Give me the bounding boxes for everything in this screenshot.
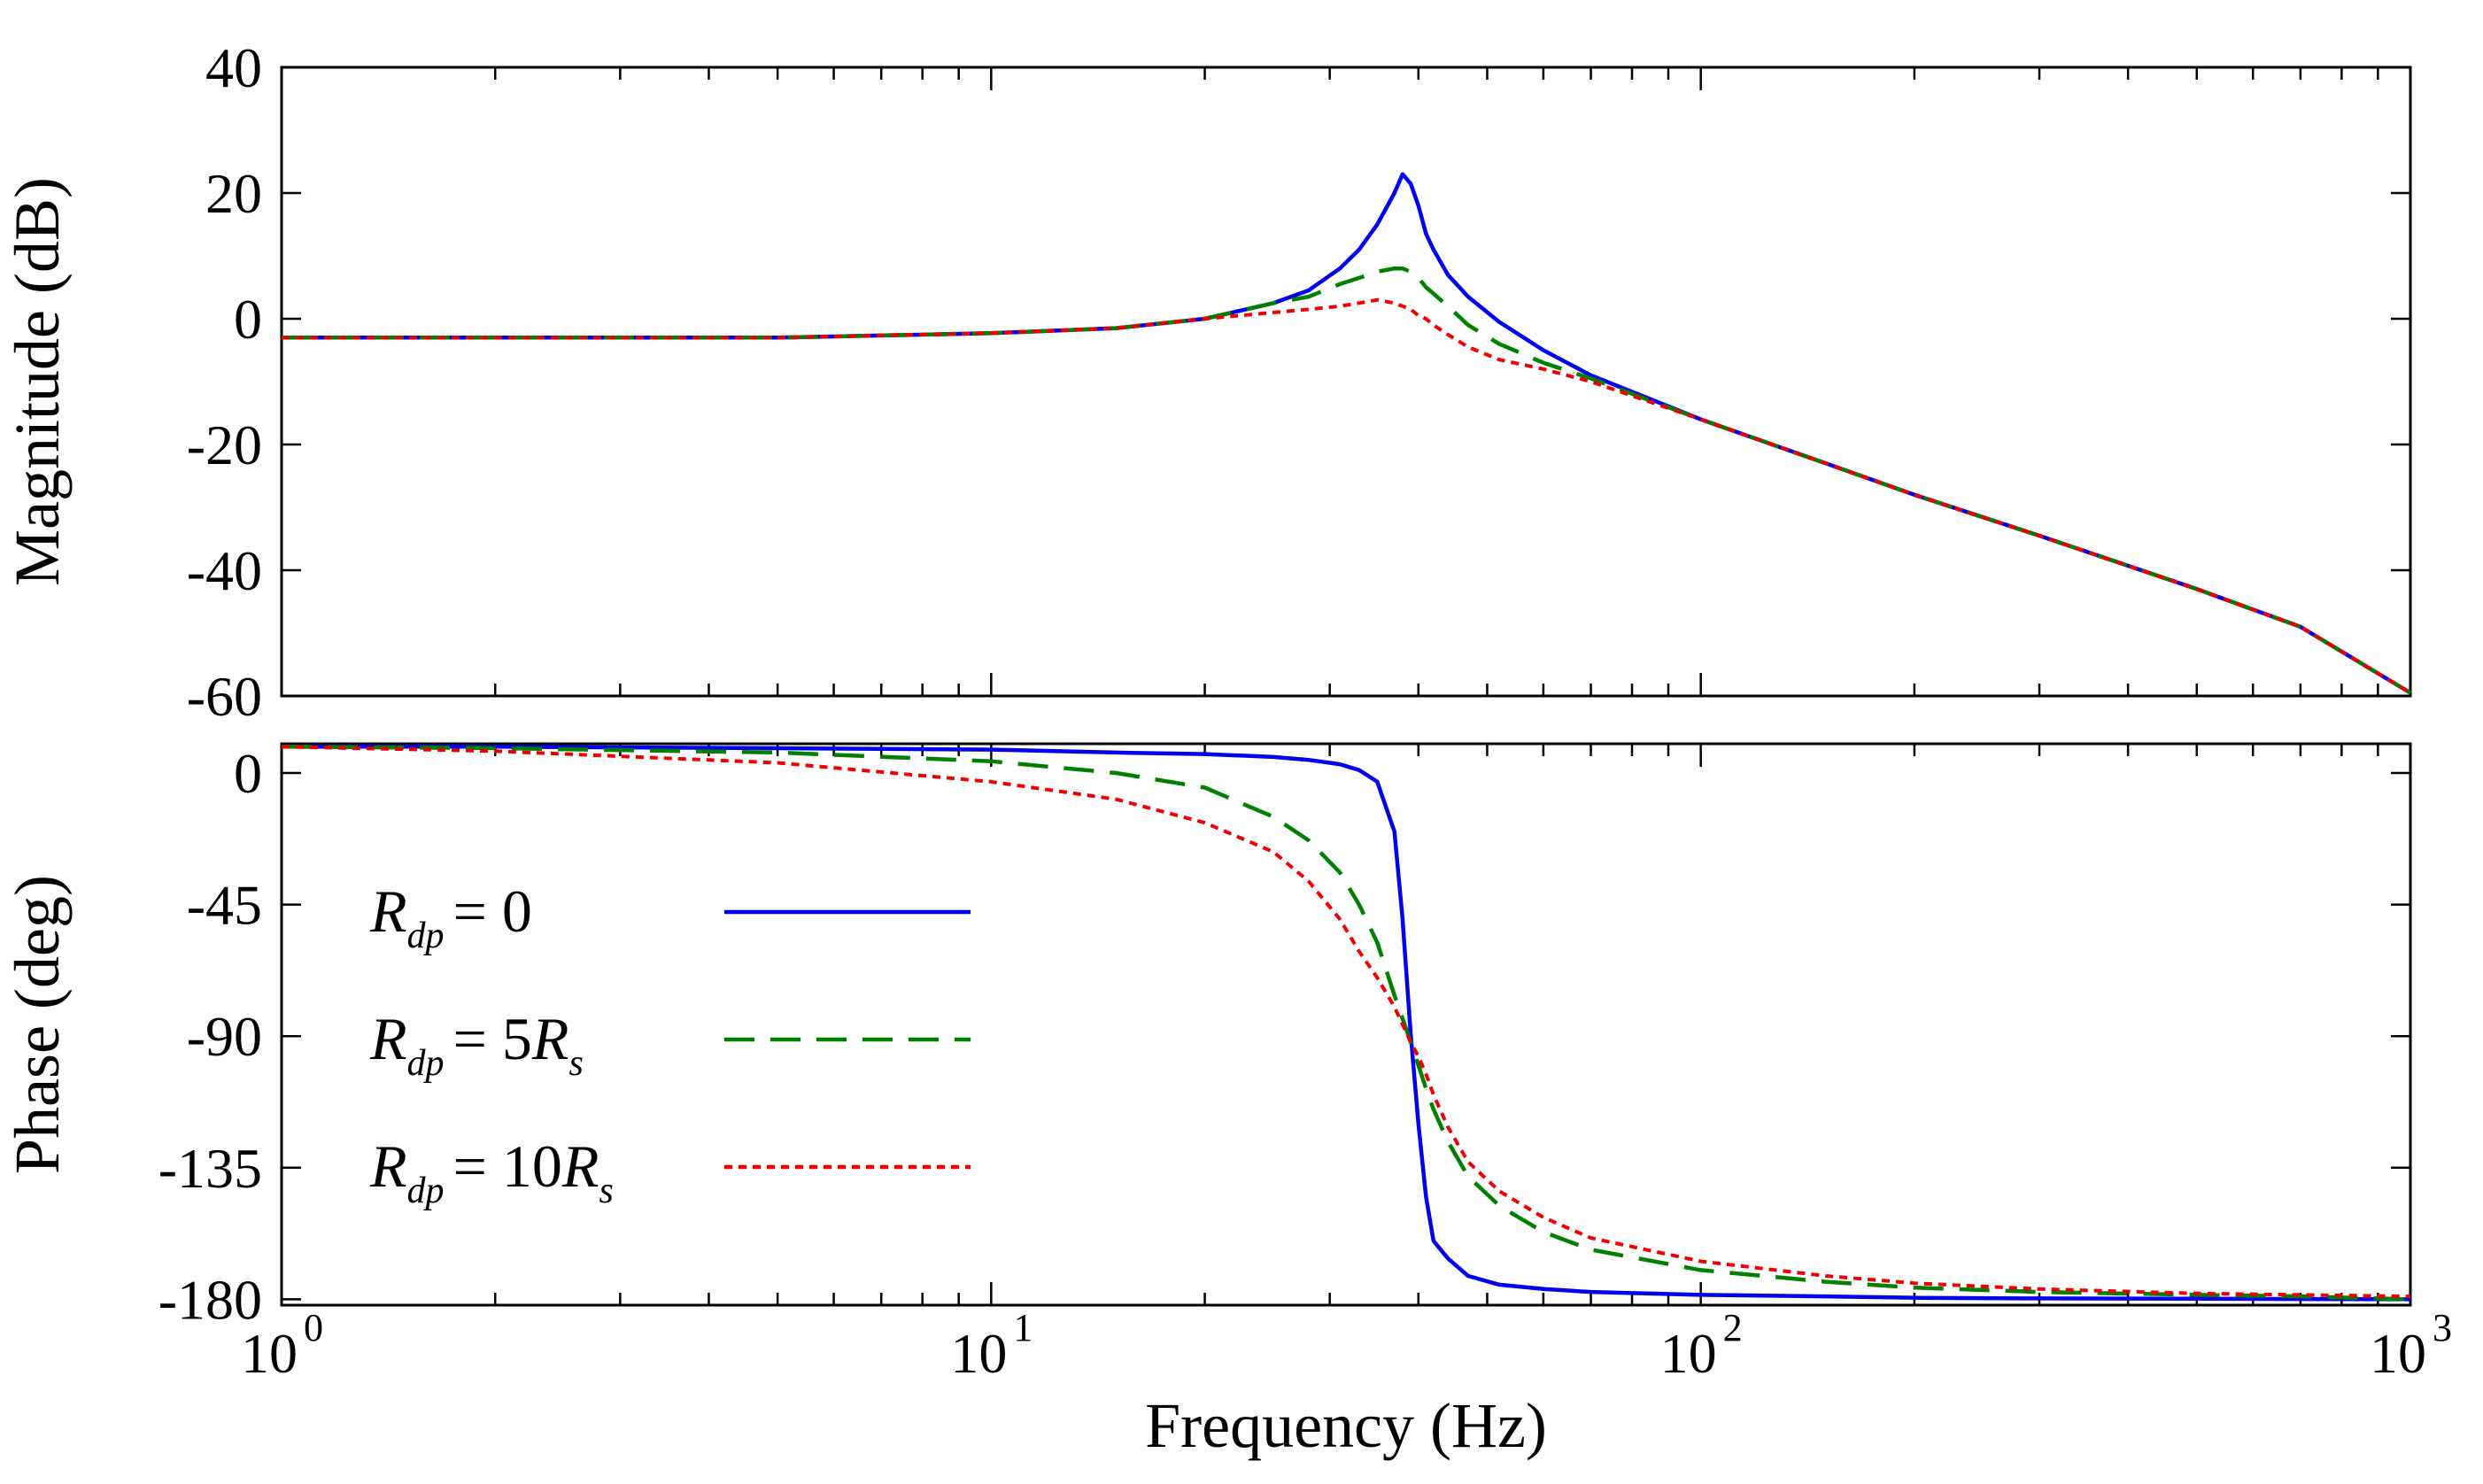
legend-label-subscript: dp <box>407 916 445 956</box>
x-tick-exponent: 1 <box>1013 1306 1033 1349</box>
legend-label-tail-subscript: s <box>569 1043 583 1084</box>
x-tick-exponent: 0 <box>304 1306 323 1349</box>
x-axis-label: Frequency (Hz) <box>1145 1390 1547 1461</box>
magnitude-y-tick-labels: 40 20 0 -20 -40 -60 <box>187 36 262 728</box>
legend-label-subscript: dp <box>407 1171 445 1211</box>
y-tick-label: 0 <box>234 742 262 805</box>
magnitude-panel: 40 20 0 -20 -40 -60 Magnitude (dB) <box>2 36 2412 728</box>
phase-line-1 <box>281 745 2411 1302</box>
phase-ticks <box>282 744 2410 1305</box>
legend-label-symbol: R <box>369 1005 407 1072</box>
legend-label-equation: = 10 <box>453 1132 562 1200</box>
magnitude-y-axis-label: Magnitude (dB) <box>2 177 73 586</box>
x-tick-label: 10 <box>1660 1322 1717 1385</box>
phase-plot-frame <box>280 742 2412 1307</box>
magnitude-series <box>282 172 2412 695</box>
x-tick-labels: 10 0 10 1 10 2 10 3 <box>241 1306 2452 1385</box>
magnitude-ticks <box>282 66 2410 698</box>
y-tick-label: -40 <box>187 539 262 602</box>
legend-label-symbol: R <box>369 1132 407 1200</box>
x-tick-label: 10 <box>950 1322 1007 1385</box>
y-tick-label: -20 <box>187 414 262 476</box>
y-tick-label: 20 <box>205 162 262 225</box>
legend-label-1: Rdp = 5Rs <box>369 1005 584 1084</box>
phase-series <box>281 745 2411 1302</box>
y-tick-label: 0 <box>234 288 262 351</box>
y-tick-label: -90 <box>187 1005 262 1068</box>
magnitude-line-1 <box>282 266 2412 695</box>
phase-line-0 <box>282 745 2411 1302</box>
legend-label-tail: R <box>561 1132 599 1200</box>
legend-label-equation: = 5 <box>453 1005 532 1072</box>
legend-label-tail: R <box>531 1005 569 1072</box>
x-tick-exponent: 2 <box>1723 1306 1743 1349</box>
y-tick-label: 40 <box>205 36 262 99</box>
legend-label-tail-subscript: s <box>599 1171 613 1211</box>
x-tick-label: 10 <box>241 1322 298 1385</box>
magnitude-line-2 <box>282 298 2412 695</box>
legend-label-equation: = 0 <box>453 877 532 945</box>
legend-label-symbol: R <box>369 877 407 945</box>
phase-line-2 <box>281 745 2411 1299</box>
magnitude-line-0 <box>282 172 2412 695</box>
x-tick-exponent: 3 <box>2433 1306 2452 1349</box>
phase-y-tick-labels: 0 -45 -90 -135 -180 <box>159 742 262 1331</box>
y-tick-label: -60 <box>187 665 262 728</box>
y-tick-label: -180 <box>159 1268 262 1331</box>
magnitude-plot-frame <box>280 66 2412 698</box>
y-tick-label: -45 <box>187 874 262 937</box>
x-tick-label: 10 <box>2370 1322 2426 1385</box>
y-tick-label: -135 <box>159 1137 262 1200</box>
phase-y-axis-label: Phase (deg) <box>2 875 73 1174</box>
legend-label-0: Rdp = 0 <box>369 877 532 956</box>
legend-label-2: Rdp = 10Rs <box>369 1132 614 1211</box>
legend-label-subscript: dp <box>407 1043 445 1084</box>
